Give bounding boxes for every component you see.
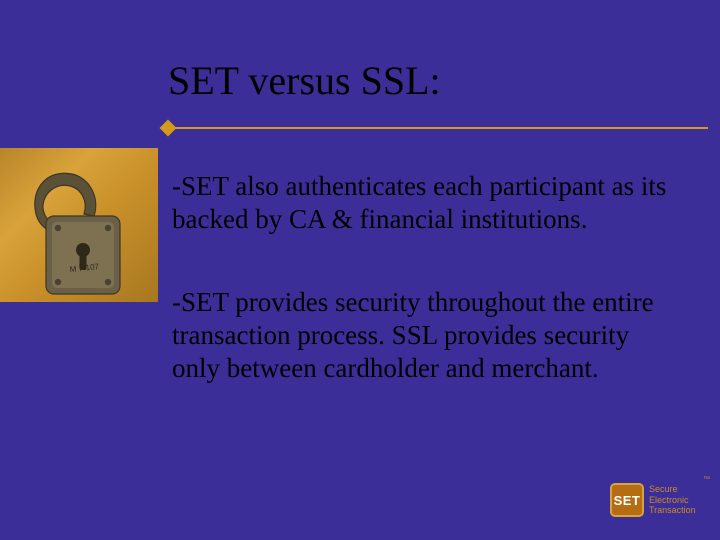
set-logo: SET Secure Electronic Transaction ™: [610, 478, 702, 522]
padlock-image: M 7-107: [0, 148, 158, 302]
trademark-icon: ™: [703, 476, 710, 483]
body-paragraph: -SET also authenticates each participant…: [172, 170, 680, 236]
slide: M 7-107 SET versus SSL: -SET also authen…: [0, 0, 720, 540]
padlock-icon: M 7-107: [12, 154, 152, 302]
set-logo-text: Secure Electronic Transaction: [649, 484, 696, 515]
slide-title: SET versus SSL:: [168, 58, 688, 104]
set-logo-mark: SET: [610, 483, 644, 517]
logo-line: Electronic: [649, 495, 696, 505]
logo-line: Transaction: [649, 505, 696, 515]
logo-line: Secure: [649, 484, 696, 494]
rule-line: [174, 127, 708, 129]
slide-body: -SET also authenticates each participant…: [172, 170, 680, 385]
body-paragraph: -SET provides security throughout the en…: [172, 286, 680, 385]
